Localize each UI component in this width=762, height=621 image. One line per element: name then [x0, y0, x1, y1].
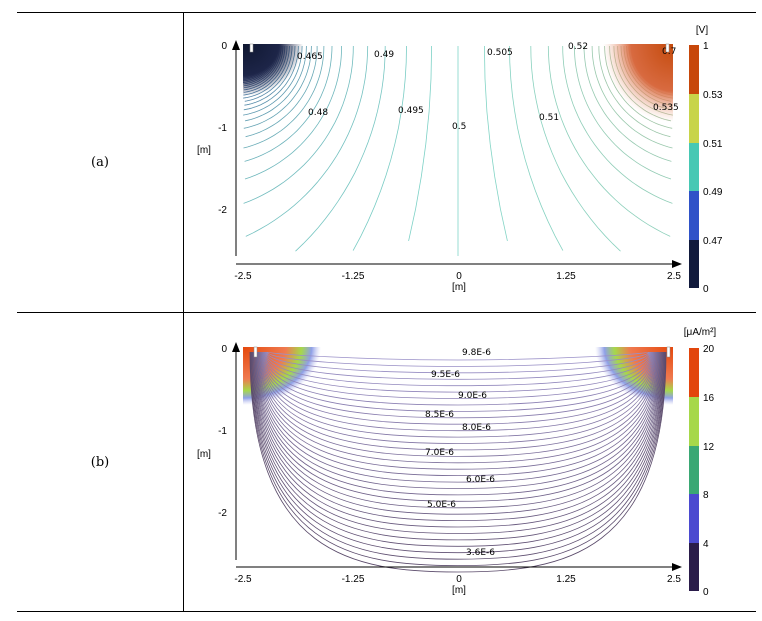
- x-tick-label: 1.25: [556, 271, 576, 282]
- contour-label: 0.49: [374, 50, 394, 60]
- colorbar-segment: [689, 348, 699, 397]
- colorbar-tick: 0.47: [703, 236, 723, 247]
- contour-label: 9.8E-6: [462, 348, 491, 358]
- x-axis-unit: [m]: [452, 585, 466, 596]
- electrode-right-a: [666, 44, 669, 52]
- colorbar-segment: [689, 240, 699, 288]
- contour-label: 0.48: [308, 108, 328, 118]
- colorbar-segment: [689, 494, 699, 543]
- colorbar-segment: [689, 446, 699, 494]
- y-axis-unit: [m]: [197, 449, 211, 460]
- colorbar-unit: [μA/m²]: [684, 327, 717, 338]
- current-density-plot-b: 9.8E-6 9.5E-6 9.0E-6 8.5E-6 8.0E-6 7.0E-…: [197, 327, 716, 598]
- colorbar-tick: 0.49: [703, 187, 723, 198]
- contour-label: 0.505: [487, 48, 513, 58]
- y-tick-label: 0: [221, 41, 227, 52]
- colorbar-segment: [689, 543, 699, 591]
- colorbar-a: [V] 1 0.53 0.51 0.49 0.47 0: [689, 25, 723, 295]
- electrode-right-b: [667, 347, 670, 357]
- figure-canvas: 0.465 0.49 0.505 0.52 0.7 0.48 0.495 0.5…: [0, 0, 762, 621]
- contour-label: 3.6E-6: [466, 548, 495, 558]
- colorbar-tick: 0: [703, 284, 709, 295]
- y-tick-label: 0: [221, 344, 227, 355]
- contour-label: 0.51: [539, 113, 559, 123]
- y-tick-label: -2: [218, 205, 227, 216]
- colorbar-tick: 4: [703, 539, 709, 550]
- colorbar-segment: [689, 94, 699, 143]
- contour-label: 9.5E-6: [431, 370, 460, 380]
- contour-label: 8.0E-6: [462, 423, 491, 433]
- contour-label: 7.0E-6: [425, 448, 454, 458]
- contour-label: 0.465: [297, 52, 323, 62]
- colorbar-segment: [689, 191, 699, 240]
- colorbar-segment: [689, 397, 699, 446]
- y-tick-label: -1: [218, 426, 227, 437]
- colorbar-tick: 0: [703, 587, 709, 598]
- contour-label: 8.5E-6: [425, 410, 454, 420]
- colorbar-tick: 16: [703, 393, 715, 404]
- x-tick-label: -1.25: [342, 271, 365, 282]
- colorbar-segment: [689, 143, 699, 191]
- colorbar-tick: 20: [703, 344, 715, 355]
- x-axis-arrow-a: [672, 260, 682, 268]
- contour-label: 6.0E-6: [466, 475, 495, 485]
- colorbar-segment: [689, 45, 699, 94]
- x-axis-arrow-b: [672, 563, 682, 571]
- x-axis-unit: [m]: [452, 282, 466, 293]
- colorbar-tick: 0.51: [703, 139, 723, 150]
- x-tick-label: -1.25: [342, 574, 365, 585]
- contour-label: 0.495: [398, 106, 424, 116]
- y-tick-label: -1: [218, 123, 227, 134]
- x-tick-label: -2.5: [234, 574, 252, 585]
- contour-label: 0.535: [653, 103, 679, 113]
- x-tick-label: 1.25: [556, 574, 576, 585]
- colorbar-tick: 8: [703, 490, 709, 501]
- colorbar-tick: 12: [703, 442, 715, 453]
- contour-label: 0.52: [568, 42, 588, 52]
- x-tick-label: 0: [456, 574, 462, 585]
- y-axis-arrow-a: [232, 40, 240, 50]
- colorbar-b: [μA/m²] 20 16 12 8 4 0: [684, 327, 717, 598]
- colorbar-unit: [V]: [696, 25, 708, 36]
- x-tick-label: 2.5: [667, 271, 681, 282]
- colorbar-tick: 0.53: [703, 90, 723, 101]
- x-tick-label: -2.5: [234, 271, 252, 282]
- contour-label: 5.0E-6: [427, 500, 456, 510]
- colorbar-tick: 1: [703, 41, 709, 52]
- y-axis-arrow-b: [232, 342, 240, 352]
- contour-label: 0.5: [452, 122, 466, 132]
- y-tick-label: -2: [218, 508, 227, 519]
- contour-label: 9.0E-6: [458, 391, 487, 401]
- electrode-left-a: [250, 44, 253, 52]
- x-tick-label: 2.5: [667, 574, 681, 585]
- x-tick-label: 0: [456, 271, 462, 282]
- y-axis-unit: [m]: [197, 145, 211, 156]
- potential-plot-a: 0.465 0.49 0.505 0.52 0.7 0.48 0.495 0.5…: [197, 25, 723, 295]
- electrode-left-b: [254, 347, 257, 357]
